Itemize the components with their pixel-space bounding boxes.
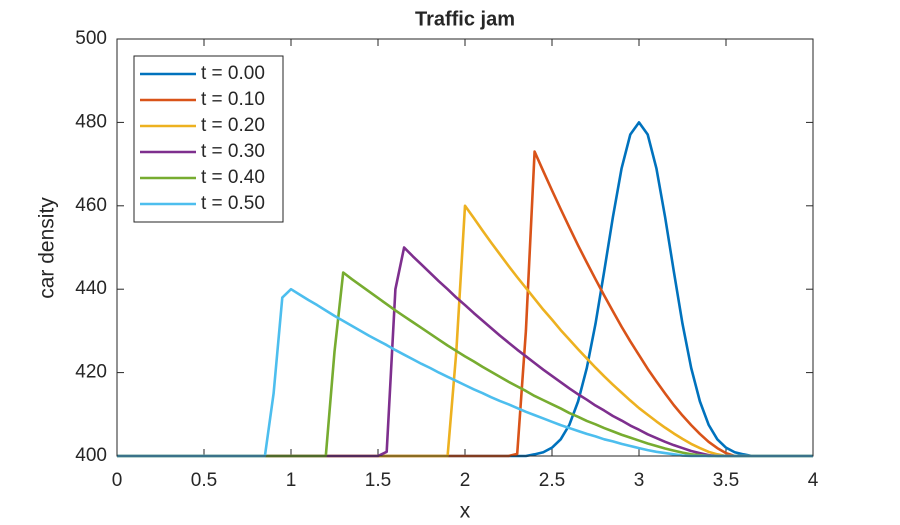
legend-label: t = 0.10 xyxy=(201,89,265,110)
x-tick-label: 3 xyxy=(634,470,645,491)
legend-label: t = 0.40 xyxy=(201,167,265,188)
x-tick-label: 0 xyxy=(112,470,123,491)
y-tick-label: 400 xyxy=(75,445,107,466)
legend-label: t = 0.50 xyxy=(201,193,265,214)
legend-label: t = 0.00 xyxy=(201,63,265,84)
y-tick-label: 440 xyxy=(75,278,107,299)
legend-label: t = 0.20 xyxy=(201,115,265,136)
x-tick-label: 1.5 xyxy=(365,470,391,491)
axes-box xyxy=(116,38,814,457)
y-tick-label: 420 xyxy=(75,362,107,383)
x-tick-label: 3.5 xyxy=(713,470,739,491)
y-axis-label: car density xyxy=(36,197,59,299)
y-tick-label: 460 xyxy=(75,195,107,216)
x-tick-label: 2.5 xyxy=(539,470,565,491)
x-tick-label: 0.5 xyxy=(191,470,217,491)
x-tick-label: 2 xyxy=(460,470,471,491)
chart-title: Traffic jam xyxy=(415,8,515,30)
x-tick-label: 4 xyxy=(808,470,819,491)
legend-box xyxy=(133,55,284,223)
y-tick-label: 480 xyxy=(75,111,107,132)
x-axis-label: x xyxy=(460,500,471,523)
y-tick-label: 500 xyxy=(75,28,107,49)
x-tick-label: 1 xyxy=(286,470,297,491)
legend-label: t = 0.30 xyxy=(201,141,265,162)
